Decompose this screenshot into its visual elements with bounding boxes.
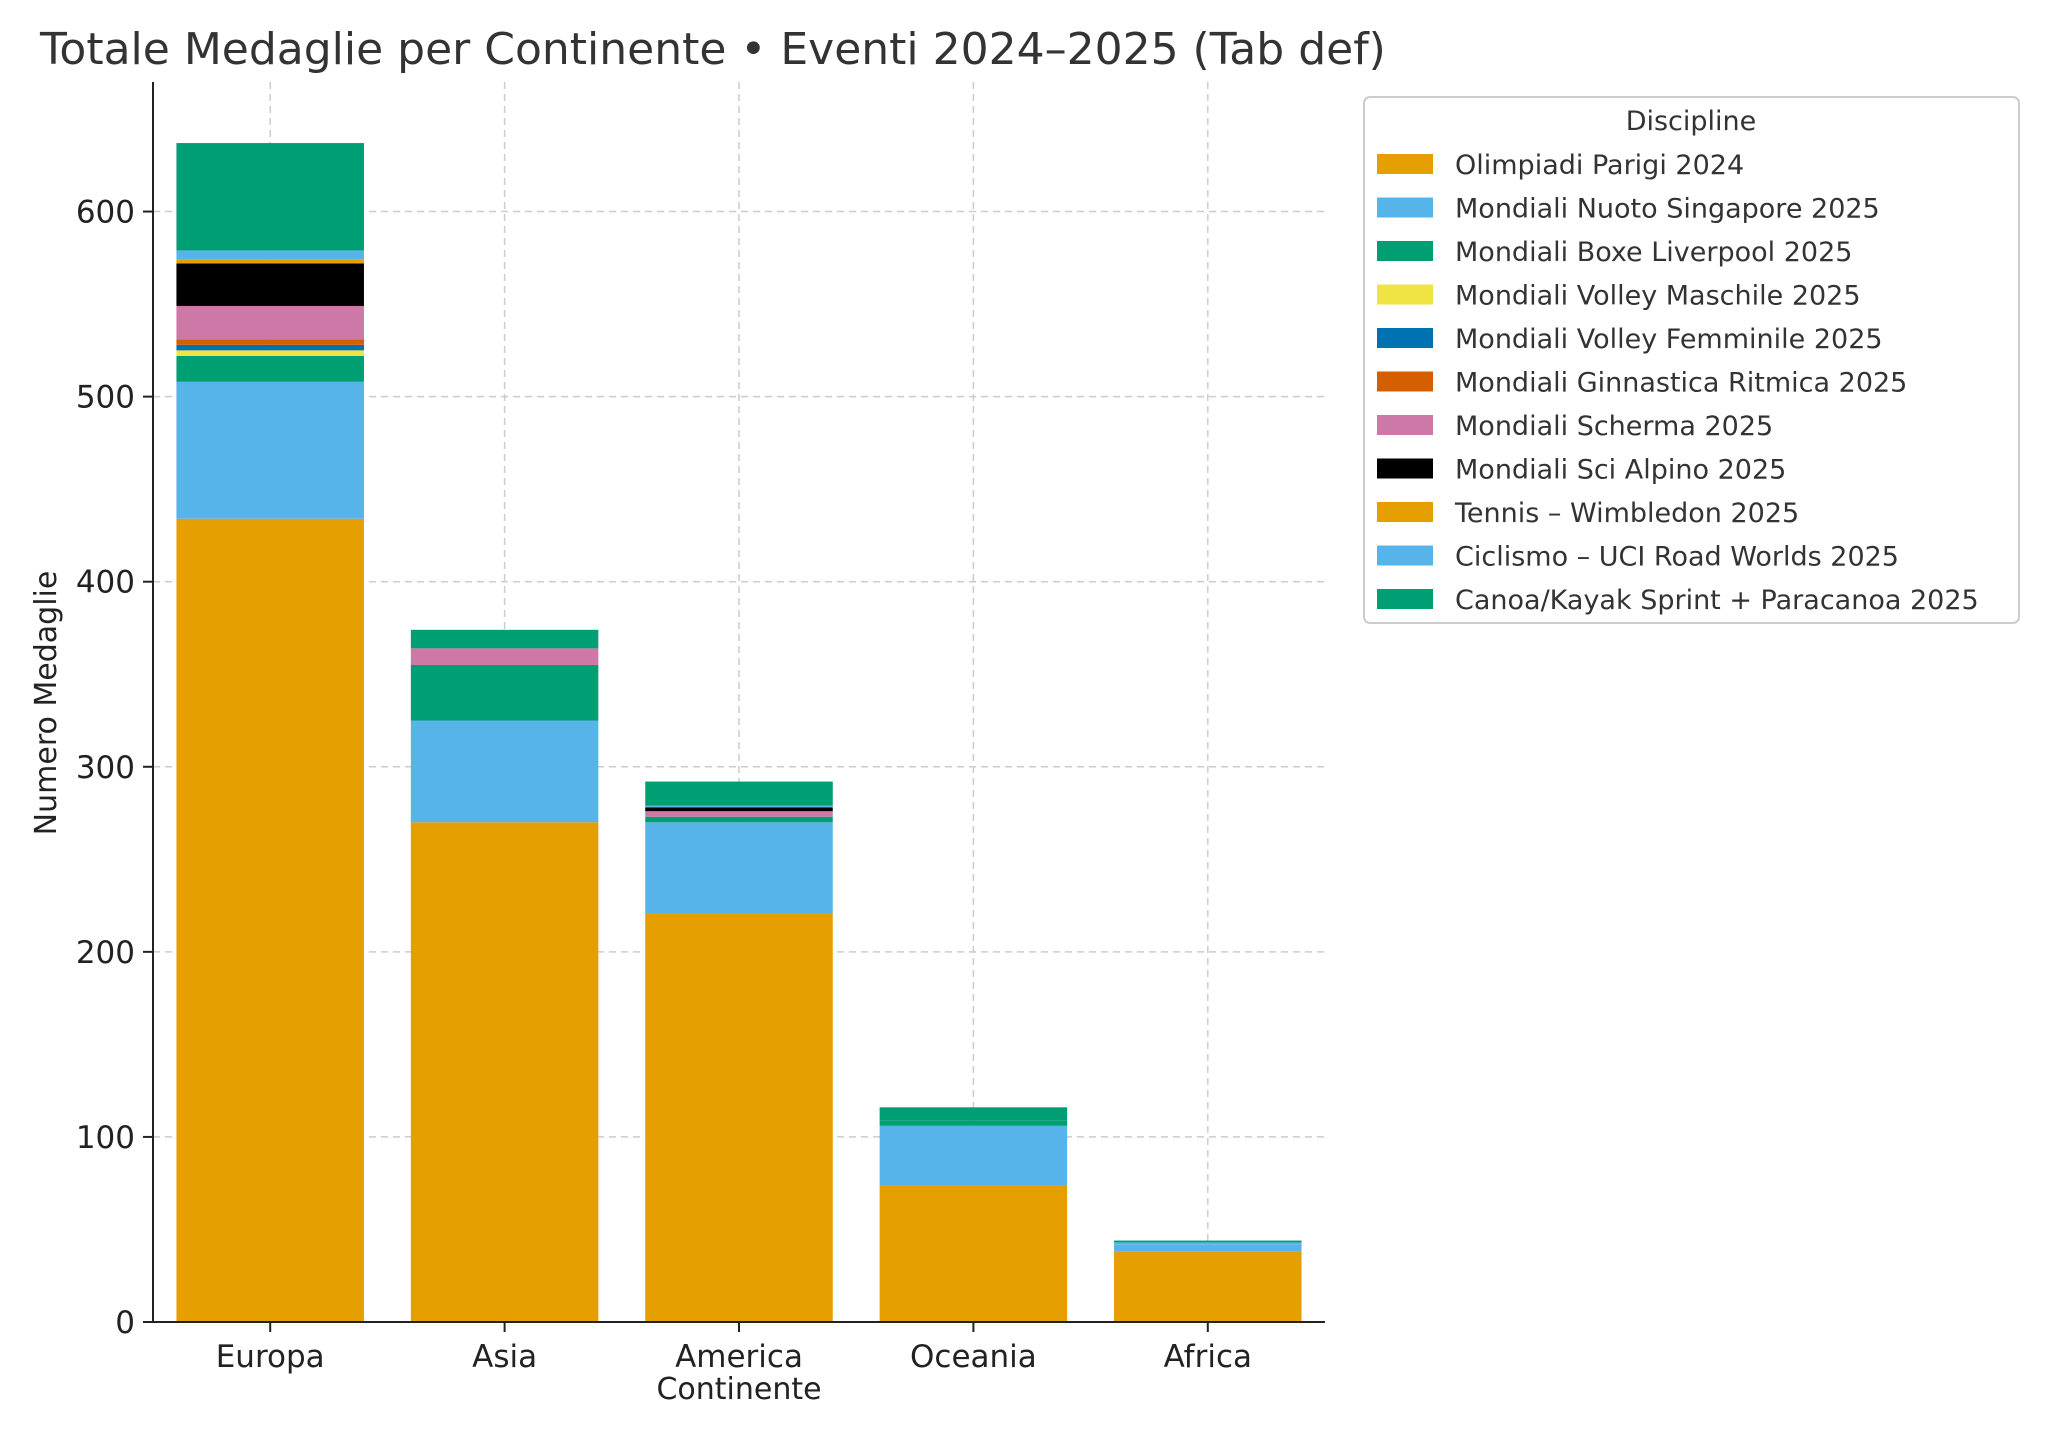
y-tick-label: 600: [76, 195, 135, 231]
x-axis-label: Continente: [656, 1372, 821, 1407]
y-axis-label: Numero Medaglie: [29, 571, 64, 836]
bar-segment: [176, 263, 364, 306]
legend-items: Olimpiadi Parigi 2024 Mondiali Nuoto Sing…: [1377, 150, 1979, 616]
legend-entry-label: Canoa/Kayak Sprint + Paracanoa 2025: [1455, 585, 1979, 616]
bar-segment: [176, 355, 364, 382]
bar-segment: [410, 822, 599, 1322]
bar-segment: [879, 1107, 1068, 1121]
bar-segment: [176, 518, 364, 1322]
bar-stack-africa: [1114, 1240, 1302, 1322]
y-tick-label: 0: [115, 1305, 135, 1341]
bar-stack-asia: [410, 629, 599, 1322]
legend-swatch: [1377, 458, 1433, 479]
legend-title: Discipline: [1626, 106, 1757, 137]
bar-segment: [176, 381, 364, 519]
x-tick-label: Africa: [1164, 1339, 1252, 1375]
bar-segment: [645, 807, 833, 812]
bar-stack-america: [645, 781, 833, 1322]
legend-entry-label: Mondiali Ginnastica Ritmica 2025: [1455, 368, 1907, 399]
bar-segment: [176, 339, 364, 345]
bar-segment: [1114, 1251, 1302, 1322]
legend-swatch: [1377, 154, 1433, 174]
legend-swatch: [1377, 415, 1433, 435]
bar-segment: [1114, 1240, 1302, 1243]
legend-swatch: [1377, 328, 1433, 348]
legend-entry-label: Mondiali Sci Alpino 2025: [1455, 455, 1786, 486]
legend-entry-label: Mondiali Volley Femminile 2025: [1455, 324, 1883, 355]
bar-segment: [879, 1120, 1068, 1126]
bar-segment: [645, 781, 833, 806]
bar-segment: [176, 143, 364, 251]
legend-swatch: [1377, 545, 1433, 566]
bar-segment: [1114, 1242, 1302, 1245]
legend-entry-label: Mondiali Scherma 2025: [1455, 411, 1773, 442]
bars: [176, 143, 1302, 1322]
legend-swatch: [1377, 241, 1433, 261]
axes: [143, 82, 1325, 1332]
bar-segment: [176, 250, 364, 260]
legend-swatch: [1377, 502, 1433, 522]
legend-entry-label: Tennis – Wimbledon 2025: [1454, 498, 1799, 529]
chart-title: Totale Medaglie per Continente • Eventi …: [39, 24, 1386, 75]
bar-segment: [176, 259, 364, 264]
y-tick-label: 400: [76, 565, 135, 601]
x-tick-label: Oceania: [910, 1339, 1037, 1375]
bar-segment: [176, 305, 364, 340]
bar-segment: [645, 822, 833, 913]
legend-entry-label: Mondiali Volley Maschile 2025: [1455, 281, 1861, 312]
legend-swatch: [1377, 284, 1433, 305]
legend-entry-label: Ciclismo – UCI Road Worlds 2025: [1455, 542, 1899, 573]
bar-segment: [410, 720, 599, 823]
bar-segment: [176, 344, 364, 351]
bar-segment: [645, 805, 833, 808]
bar-segment: [1114, 1244, 1302, 1252]
tick-labels: 0 100 200 300 400 500 600 Europa Asia America Ocea…: [76, 195, 1252, 1375]
bar-segment: [410, 629, 599, 649]
legend: Discipline Olimpiadi Parigi 2024 Mondiali…: [1363, 96, 2020, 624]
legend-swatch: [1377, 589, 1433, 609]
bar-segment: [176, 350, 364, 356]
legend-box: [1363, 96, 2020, 624]
legend-swatch: [1377, 197, 1433, 218]
y-tick-label: 200: [76, 935, 135, 971]
x-tick-label: Europa: [216, 1339, 325, 1375]
bar-segment: [879, 1125, 1068, 1186]
y-tick-label: 300: [76, 750, 135, 786]
bar-segment: [645, 912, 833, 1322]
bar-segment: [410, 648, 599, 665]
legend-entry-label: Olimpiadi Parigi 2024: [1455, 150, 1744, 181]
bar-segment: [879, 1185, 1068, 1322]
x-tick-label: America: [675, 1339, 803, 1375]
x-tick-label: Asia: [472, 1339, 537, 1375]
bar-segment: [410, 664, 599, 721]
y-tick-label: 100: [76, 1120, 135, 1156]
legend-entry-label: Mondiali Nuoto Singapore 2025: [1455, 194, 1880, 225]
y-tick-label: 500: [76, 380, 135, 416]
bar-segment: [645, 811, 833, 817]
legend-entry-label: Mondiali Boxe Liverpool 2025: [1455, 237, 1852, 268]
legend-swatch: [1377, 371, 1433, 392]
bar-stack-oceania: [879, 1107, 1068, 1322]
bar-stack-europa: [176, 143, 364, 1322]
bar-segment: [645, 816, 833, 823]
